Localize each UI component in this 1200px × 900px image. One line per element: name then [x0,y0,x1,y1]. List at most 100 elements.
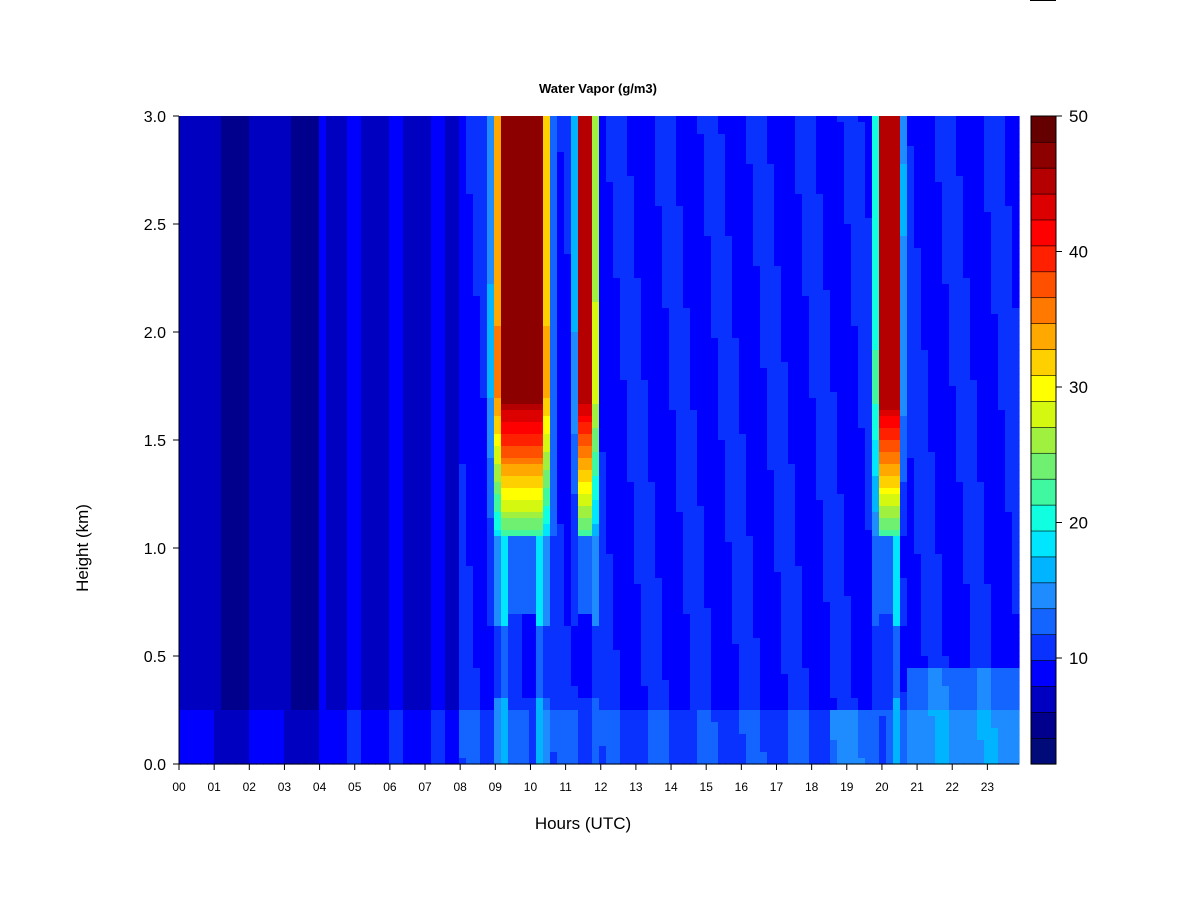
heatmap-cell [354,650,362,657]
heatmap-cell [354,338,362,345]
heatmap-cell [270,704,278,711]
heatmap-cell [284,266,292,273]
heatmap-cell [263,488,271,495]
heatmap-cell [340,482,348,489]
heatmap-cell [305,434,313,441]
heatmap-cell [312,464,320,471]
heatmap-cell [249,524,257,531]
heatmap-cell [445,254,453,261]
heatmap-cell [494,614,502,621]
heatmap-cell [389,308,397,315]
heatmap-cell [263,734,271,741]
heatmap-cell [445,518,453,525]
heatmap-cell [305,476,313,483]
heatmap-cell [326,476,334,483]
heatmap-cell [235,602,243,609]
heatmap-cell [179,224,187,231]
heatmap-cell [494,644,502,651]
heatmap-cell [480,386,488,393]
heatmap-cell [494,566,502,573]
heatmap-cell [417,410,425,417]
heatmap-cell [179,530,187,537]
heatmap-cell [305,122,313,129]
heatmap-cell [277,488,285,495]
heatmap-cell [410,164,418,171]
heatmap-cell [249,320,257,327]
heatmap-cell [179,272,187,279]
heatmap-cell [319,572,327,579]
heatmap-cell [452,548,460,555]
heatmap-cell [459,164,467,171]
heatmap-cell [277,554,285,561]
heatmap-cell [249,548,257,555]
heatmap-cell [277,674,285,681]
heatmap-cell [312,698,320,705]
heatmap-cell [284,458,292,465]
heatmap-cell [396,698,404,705]
heatmap-cell [242,746,250,753]
heatmap-cell [452,722,460,729]
heatmap-cell [424,686,432,693]
heatmap-cell [340,176,348,183]
heatmap-cell [347,116,355,123]
heatmap-cell [200,212,208,219]
heatmap-cell [410,380,418,387]
heatmap-cell [459,536,467,543]
heatmap-cell [473,452,481,459]
heatmap-cell [347,590,355,597]
heatmap-cell [354,200,362,207]
heatmap-cell [466,380,474,387]
heatmap-cell [494,242,502,249]
heatmap-cell [424,374,432,381]
heatmap-cell [403,506,411,513]
heatmap-cell [368,356,376,363]
heatmap-cell [459,254,467,261]
heatmap-cell [291,218,299,225]
heatmap-cell [473,692,481,699]
heatmap-cell [186,278,194,285]
heatmap-cell [319,746,327,753]
heatmap-cell [263,650,271,657]
heatmap-cell [417,518,425,525]
heatmap-cell [417,620,425,627]
heatmap-cell [284,212,292,219]
heatmap-cell [193,548,201,555]
heatmap-cell [361,368,369,375]
heatmap-cell [452,224,460,231]
heatmap-cell [389,158,397,165]
heatmap-cell [459,422,467,429]
heatmap-cell [305,224,313,231]
heatmap-cell [312,500,320,507]
heatmap-cell [333,248,341,255]
heatmap-cell [354,434,362,441]
heatmap-cell [193,236,201,243]
heatmap-cell [312,602,320,609]
heatmap-cell [438,458,446,465]
heatmap-cell [284,662,292,669]
heatmap-cell [452,536,460,543]
heatmap-cell [235,182,243,189]
heatmap-cell [410,308,418,315]
heatmap-cell [494,680,502,687]
heatmap-cell [501,146,509,153]
heatmap-cell [403,452,411,459]
heatmap-cell [459,374,467,381]
heatmap-cell [298,116,306,123]
heatmap-cell [389,608,397,615]
heatmap-cell [193,254,201,261]
heatmap-cell [452,320,460,327]
heatmap-cell [228,716,236,723]
heatmap-cell [445,128,453,135]
heatmap-cell [410,602,418,609]
heatmap-cell [473,500,481,507]
heatmap-cell [445,152,453,159]
heatmap-cell [221,602,229,609]
heatmap-cell [179,614,187,621]
heatmap-cell [193,734,201,741]
heatmap-cell [466,680,474,687]
heatmap-cell [214,566,222,573]
heatmap-cell [368,266,376,273]
heatmap-cell [494,758,502,765]
heatmap-cell [298,668,306,675]
heatmap-cell [193,554,201,561]
